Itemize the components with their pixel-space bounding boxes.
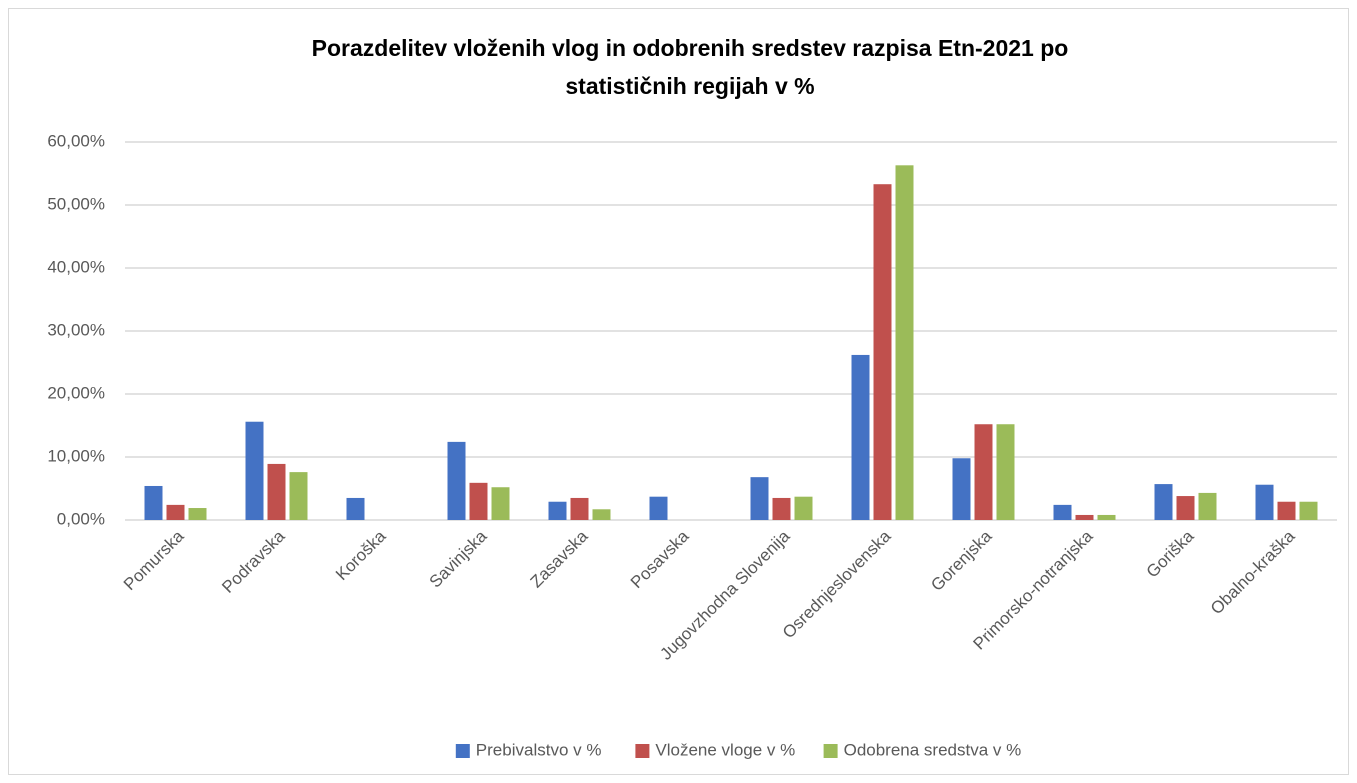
bar	[570, 497, 589, 520]
bar	[1255, 484, 1274, 520]
y-tick-label: 40,00%	[47, 257, 105, 276]
legend-swatch	[455, 744, 470, 758]
bar	[1154, 484, 1173, 520]
bar	[772, 497, 791, 520]
legend-swatch	[823, 744, 838, 758]
legend-label: Odobrena sredstva v %	[844, 740, 1022, 759]
bar	[469, 482, 488, 520]
y-tick-label: 20,00%	[47, 383, 105, 402]
y-tick-label: 50,00%	[47, 194, 105, 213]
chart-title: statističnih regijah v %	[565, 73, 814, 99]
y-tick-label: 0,00%	[57, 509, 105, 528]
bar	[245, 421, 264, 520]
bar	[649, 496, 668, 520]
bar	[346, 497, 365, 520]
bar	[974, 424, 993, 520]
legend-swatch	[635, 744, 650, 758]
bar	[794, 496, 813, 520]
bar	[491, 487, 510, 520]
bar	[144, 485, 163, 520]
bar	[1053, 504, 1072, 520]
legend-label: Vložene vloge v %	[655, 740, 795, 759]
chart-frame	[8, 8, 1349, 775]
bar	[1277, 501, 1296, 520]
bar	[1097, 514, 1116, 520]
bar	[1198, 492, 1217, 520]
legend-label: Prebivalstvo v %	[476, 740, 602, 759]
bar	[873, 184, 892, 520]
bar	[996, 424, 1015, 520]
bar	[592, 509, 611, 520]
bar	[750, 477, 769, 520]
bar	[289, 472, 308, 520]
bar	[548, 501, 567, 520]
bar	[895, 165, 914, 520]
bar	[188, 508, 207, 520]
bar	[447, 441, 466, 520]
bar	[1176, 496, 1195, 520]
chart-title: Porazdelitev vloženih vlog in odobrenih …	[312, 35, 1069, 61]
bar	[851, 354, 870, 520]
bar	[1299, 501, 1318, 520]
y-tick-label: 10,00%	[47, 446, 105, 465]
bar	[166, 504, 185, 520]
y-tick-label: 60,00%	[47, 131, 105, 150]
y-tick-label: 30,00%	[47, 320, 105, 339]
bar	[1075, 514, 1094, 520]
bar	[952, 458, 971, 520]
bar	[267, 463, 286, 520]
